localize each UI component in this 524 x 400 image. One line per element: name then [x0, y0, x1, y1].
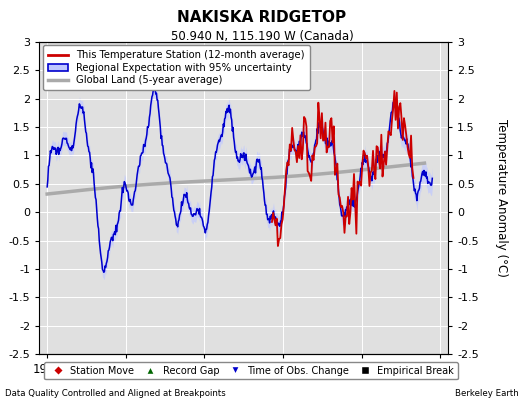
Text: Data Quality Controlled and Aligned at Breakpoints: Data Quality Controlled and Aligned at B…	[5, 389, 226, 398]
Text: NAKISKA RIDGETOP: NAKISKA RIDGETOP	[178, 10, 346, 25]
Legend: Station Move, Record Gap, Time of Obs. Change, Empirical Break: Station Move, Record Gap, Time of Obs. C…	[44, 362, 458, 380]
Text: Berkeley Earth: Berkeley Earth	[455, 389, 519, 398]
Text: 50.940 N, 115.190 W (Canada): 50.940 N, 115.190 W (Canada)	[171, 30, 353, 43]
Y-axis label: Temperature Anomaly (°C): Temperature Anomaly (°C)	[496, 119, 508, 277]
